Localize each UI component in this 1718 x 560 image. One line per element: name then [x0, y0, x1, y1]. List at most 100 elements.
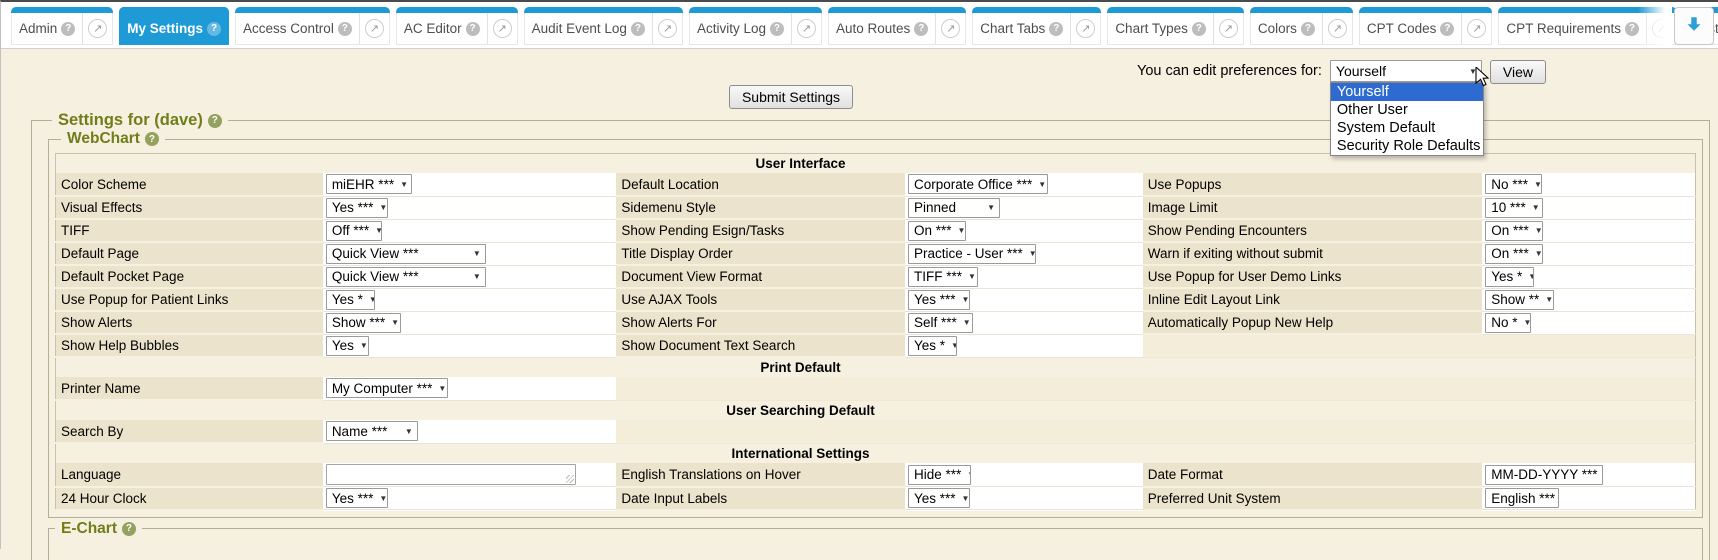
- dropdown-option-system-default[interactable]: System Default: [1336, 120, 1436, 136]
- select-arrow-icon: ▼: [968, 272, 976, 281]
- tab-access-control[interactable]: Access Control? ↗: [235, 7, 390, 45]
- tab-chart-types[interactable]: Chart Types? ↗: [1107, 7, 1244, 45]
- help-icon[interactable]: ?: [1300, 21, 1315, 36]
- date-format-select[interactable]: MM-DD-YYYY ***▼: [1485, 464, 1604, 485]
- view-button[interactable]: View: [1489, 60, 1546, 84]
- show-alerts-select[interactable]: Show *** ▼: [325, 312, 401, 333]
- image-limit-select[interactable]: 10 *** ▼: [1485, 197, 1544, 218]
- language-input[interactable]: [325, 464, 576, 485]
- tab-audit-event-log[interactable]: Audit Event Log? ↗: [523, 7, 684, 45]
- tab-popout-button[interactable]: ↗: [935, 13, 965, 44]
- show-pending-encounters-select[interactable]: On *** ▼: [1485, 220, 1544, 241]
- help-icon[interactable]: ?: [465, 21, 480, 36]
- tab-popout-button[interactable]: ↗: [1461, 13, 1491, 44]
- dropdown-option-yourself[interactable]: Yourself: [1330, 83, 1483, 101]
- date-input-labels-select[interactable]: Yes *** ▼: [907, 488, 970, 508]
- select-value: Yes ***: [331, 200, 374, 215]
- dropdown-option-security-role-defaults[interactable]: Security Role Defaults: [1336, 138, 1481, 154]
- field-label-show-alerts: Show Alerts: [55, 311, 323, 335]
- edit-preferences-select[interactable]: Yourself ▼: [1329, 60, 1482, 82]
- help-icon[interactable]: ?: [144, 132, 159, 146]
- tab-popout-button[interactable]: ↗: [1321, 13, 1352, 44]
- automatically-popup-new-help-select[interactable]: No * ▼: [1485, 312, 1532, 333]
- use-popups-select[interactable]: No *** ▼: [1485, 174, 1543, 195]
- use-ajax-tools-select[interactable]: Yes *** ▼: [907, 289, 970, 310]
- printer-name-select[interactable]: My Computer *** ▼: [325, 378, 448, 399]
- tab-activity-log[interactable]: Activity Log? ↗: [688, 7, 822, 45]
- default-pocket-page-select[interactable]: Quick View *** ▼: [325, 266, 486, 287]
- submit-settings-button[interactable]: Submit Settings: [728, 85, 854, 109]
- settings-row: Color Scheme miEHR *** ▼ Default Location Co…: [55, 173, 1696, 197]
- use-popup-for-patient-links-select[interactable]: Yes * ▼: [325, 289, 375, 310]
- tab-ac-editor[interactable]: AC Editor? ↗: [395, 7, 518, 45]
- 24-hour-clock-select[interactable]: Yes *** ▼: [325, 488, 388, 508]
- show-help-bubbles-select[interactable]: Yes ▼: [325, 335, 369, 356]
- select-value: Show ***: [331, 315, 386, 330]
- field-value-cell: English ***▼: [1482, 486, 1696, 510]
- select-arrow-icon: ▼: [472, 272, 481, 281]
- dropdown-option-other-user[interactable]: Other User: [1336, 102, 1408, 118]
- tab-colors[interactable]: Colors? ↗: [1249, 7, 1353, 45]
- tab-scroll-down-button[interactable]: [1674, 7, 1714, 45]
- field-value-cell: MM-DD-YYYY ***▼: [1482, 463, 1696, 487]
- select-arrow-icon: ▼: [1528, 272, 1533, 281]
- warn-if-exiting-without-submit-select[interactable]: On *** ▼: [1485, 243, 1544, 264]
- select-value: Name ***: [331, 423, 388, 439]
- section-header-international-settings: International Settings: [55, 443, 1696, 463]
- section-header-user-searching-default: User Searching Default: [55, 400, 1696, 420]
- tab-admin[interactable]: Admin? ↗: [11, 7, 114, 45]
- help-icon[interactable]: ?: [914, 21, 929, 36]
- select-value: On ***: [913, 223, 952, 238]
- help-icon[interactable]: ?: [1440, 21, 1455, 36]
- field-label-show-alerts-for: Show Alerts For: [616, 311, 905, 335]
- tab-popout-button[interactable]: ↗: [1212, 13, 1243, 44]
- tab-auto-routes[interactable]: Auto Routes? ↗: [827, 7, 967, 45]
- tab-popout-button[interactable]: ↗: [790, 13, 821, 44]
- help-icon[interactable]: ?: [121, 521, 136, 536]
- show-alerts-for-select[interactable]: Self *** ▼: [907, 312, 973, 333]
- help-icon[interactable]: ?: [207, 113, 222, 128]
- tab-popout-button[interactable]: ↗: [358, 13, 389, 44]
- document-view-format-select[interactable]: TIFF *** ▼: [907, 266, 978, 287]
- tab-popout-button[interactable]: ↗: [651, 13, 682, 44]
- english-translations-on-hover-select[interactable]: Hide *** ▼: [907, 464, 971, 485]
- help-icon[interactable]: ?: [769, 21, 784, 36]
- field-label-color-scheme: Color Scheme: [55, 173, 323, 197]
- title-display-order-select[interactable]: Practice - User *** ▼: [907, 243, 1036, 264]
- field-label-use-popups: Use Popups: [1142, 173, 1483, 197]
- help-icon[interactable]: ?: [1624, 21, 1639, 36]
- sidemenu-style-select[interactable]: Pinned ▼: [907, 197, 1000, 218]
- tab-cpt-codes[interactable]: CPT Codes? ↗: [1358, 7, 1493, 45]
- color-scheme-select[interactable]: miEHR *** ▼: [325, 174, 412, 195]
- search-by-select[interactable]: Name *** ▼: [325, 421, 418, 442]
- help-icon[interactable]: ?: [61, 21, 76, 36]
- help-icon[interactable]: ?: [1049, 21, 1064, 36]
- show-pending-esign-tasks-select[interactable]: On *** ▼: [907, 220, 966, 241]
- tiff-select[interactable]: Off *** ▼: [325, 220, 382, 241]
- help-icon[interactable]: ?: [630, 21, 645, 36]
- tab-popout-button[interactable]: ↗: [486, 13, 517, 44]
- use-popup-for-user-demo-links-select[interactable]: Yes * ▼: [1485, 266, 1535, 287]
- field-label-show-document-text-search: Show Document Text Search: [616, 334, 905, 358]
- echart-legend: E-Chart ?: [55, 520, 142, 538]
- help-icon[interactable]: ?: [1191, 21, 1206, 36]
- preferred-unit-system-select[interactable]: English ***▼: [1485, 488, 1560, 508]
- tab-popout-button[interactable]: ↗: [82, 13, 112, 44]
- field-value-cell: 10 *** ▼: [1482, 196, 1696, 220]
- default-location-select[interactable]: Corporate Office *** ▼: [907, 174, 1048, 195]
- tab-my-settings[interactable]: My Settings?: [119, 7, 230, 45]
- field-label-language: Language: [55, 463, 323, 488]
- show-document-text-search-select[interactable]: Yes * ▼: [907, 335, 957, 356]
- select-value: No ***: [1491, 176, 1529, 192]
- tab-popout-button[interactable]: ↗: [1070, 13, 1100, 44]
- help-icon[interactable]: ?: [337, 21, 352, 36]
- preferences-dropdown-list: Yourself Other User System Default Security…: [1329, 82, 1484, 156]
- select-value: Practice - User ***: [913, 246, 1023, 261]
- visual-effects-select[interactable]: Yes *** ▼: [325, 197, 388, 218]
- default-page-select[interactable]: Quick View *** ▼: [325, 243, 486, 264]
- select-value: Yes *: [331, 292, 363, 307]
- tab-chart-tabs[interactable]: Chart Tabs? ↗: [972, 7, 1102, 45]
- help-icon[interactable]: ?: [207, 21, 222, 36]
- inline-edit-layout-link-select[interactable]: Show ** ▼: [1485, 289, 1555, 310]
- select-arrow-icon: ▼: [379, 493, 388, 503]
